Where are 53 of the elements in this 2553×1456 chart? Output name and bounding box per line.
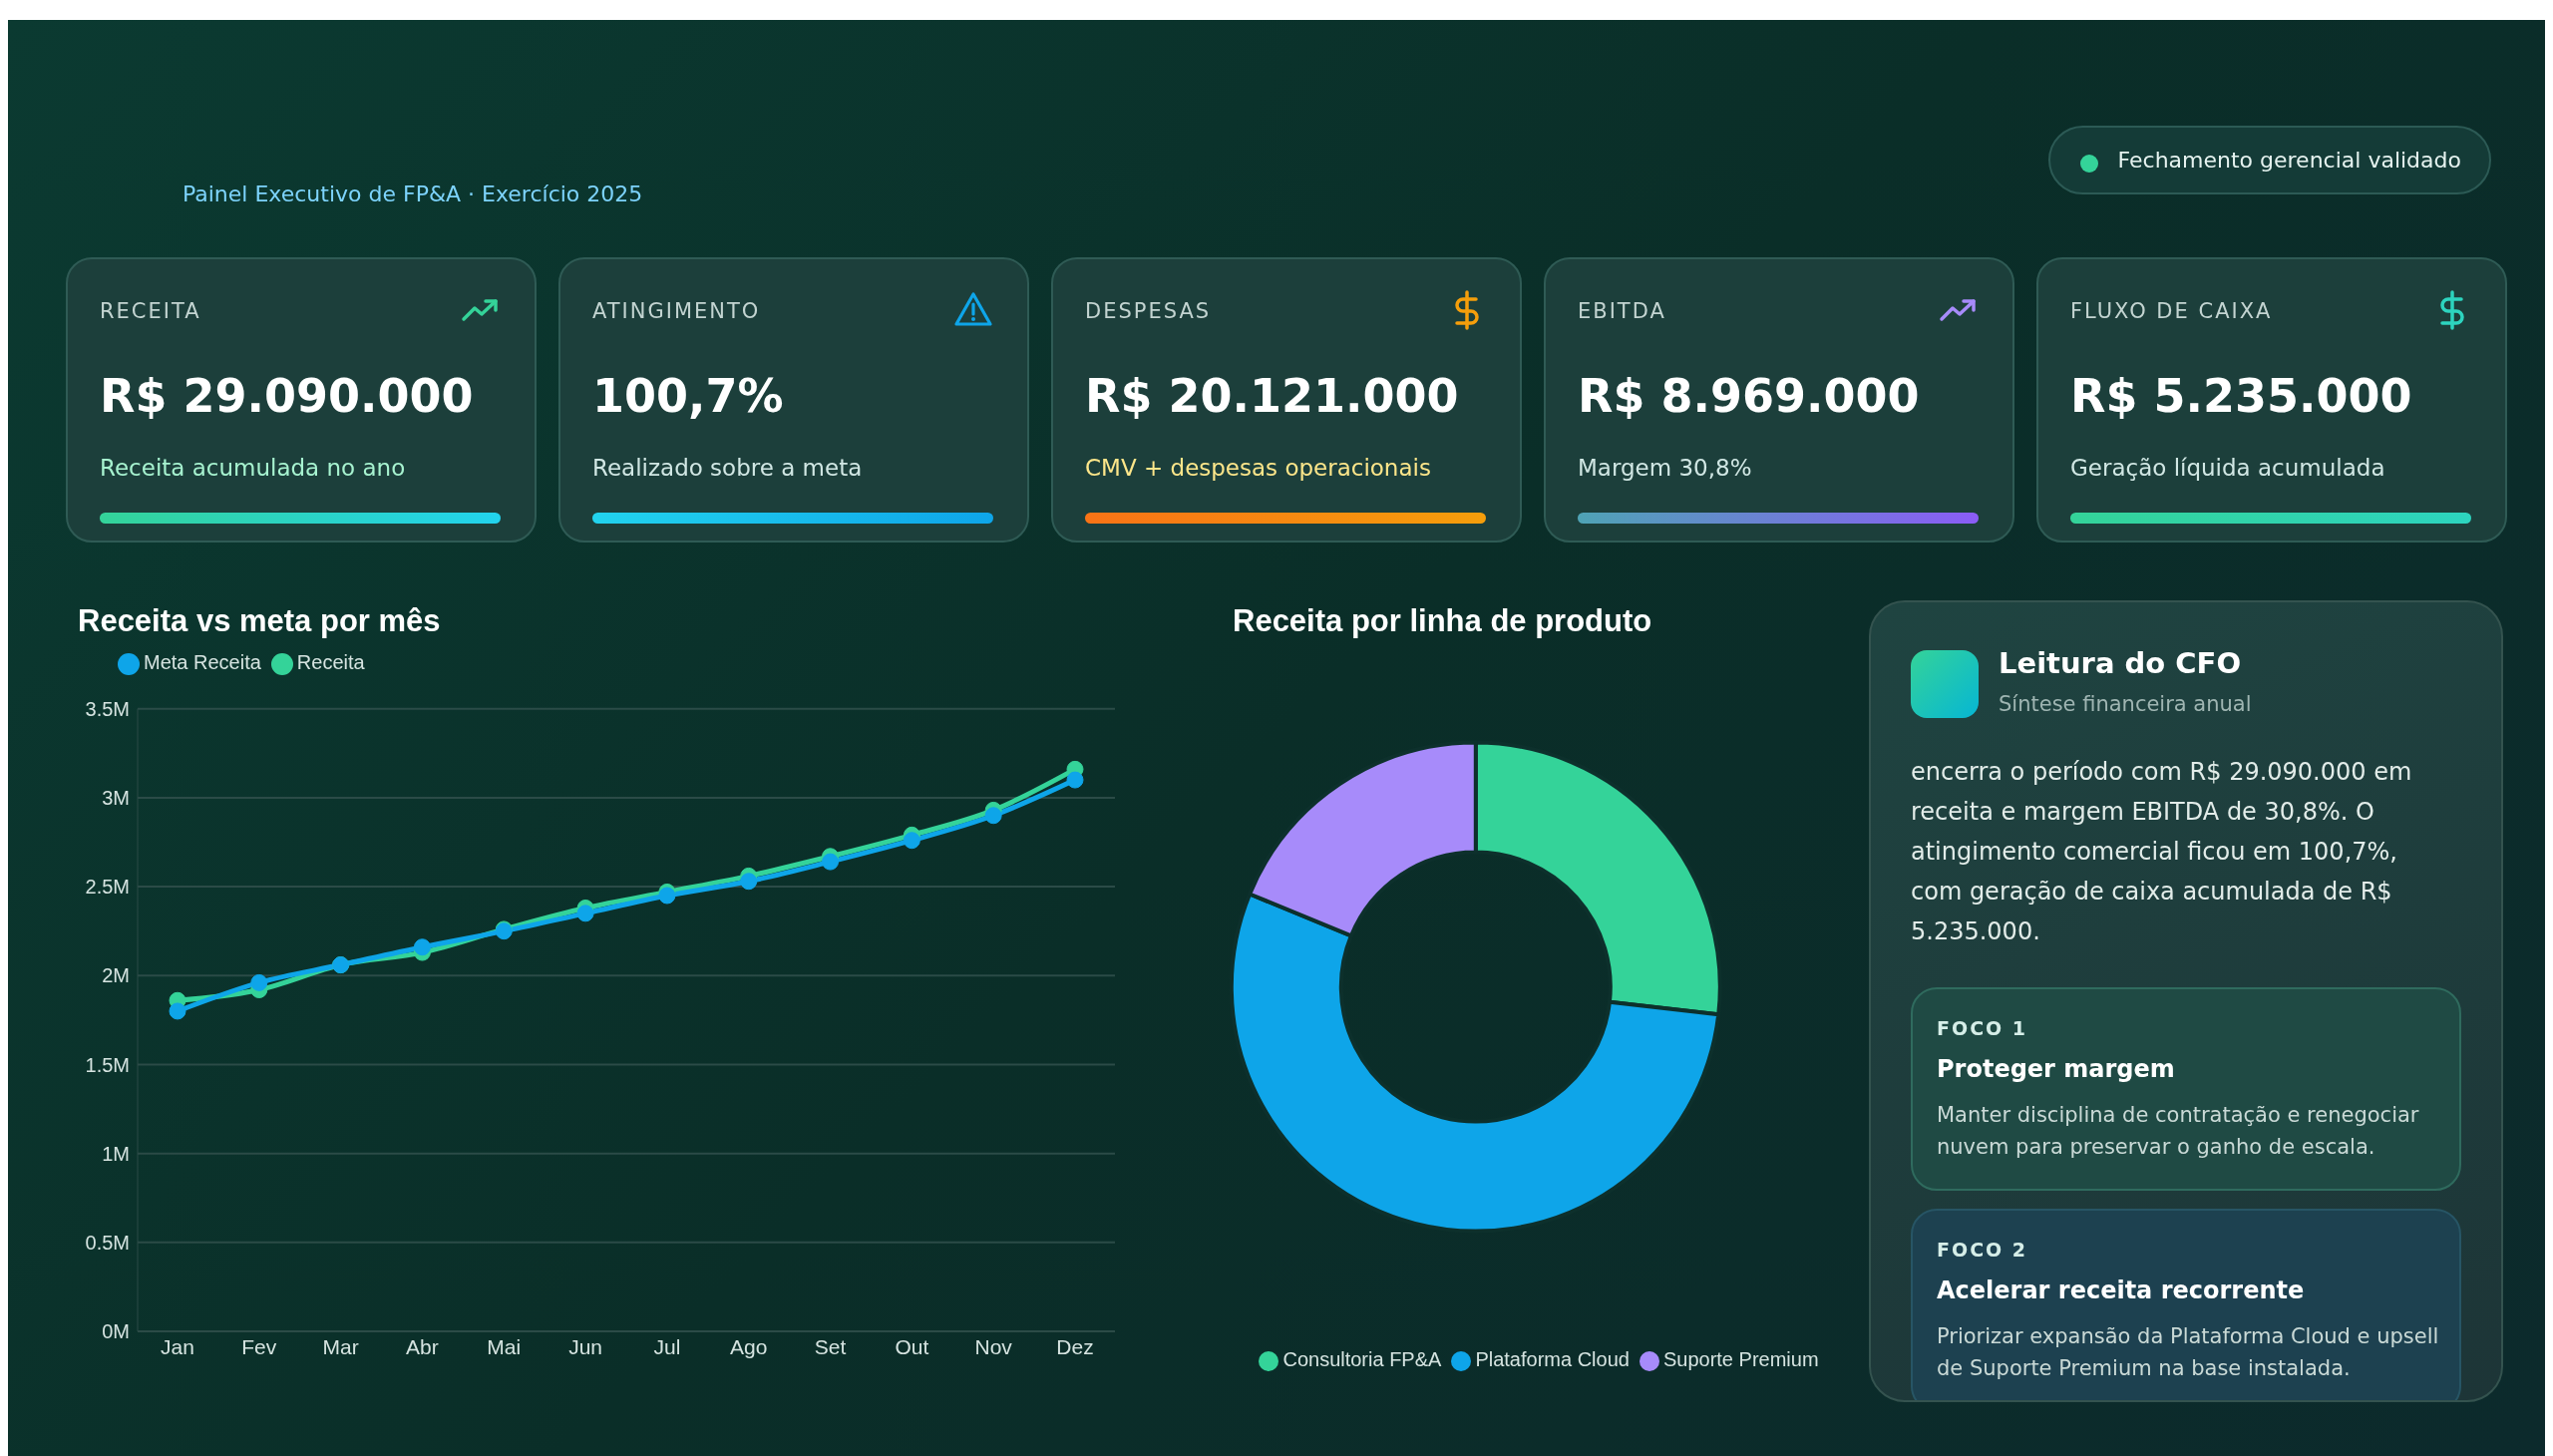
y-tick-label: 0.5M [85,1231,130,1254]
x-tick-label: Jul [653,1334,681,1358]
y-tick-label: 3M [102,787,130,809]
y-tick-label: 3.5M [85,697,130,720]
text: FOCO 2 [1937,1239,2028,1261]
legend-label: Receita [296,651,365,673]
text: Receita acumulada no ano [100,455,406,481]
text: FOCO 1 [1937,1017,2028,1039]
x-tick-label: Fev [241,1334,277,1358]
x-tick-label: Ago [730,1334,768,1358]
x-tick-label: Mar [322,1334,359,1358]
text: DESPESAS [1085,299,1212,323]
legend-label: Meta Receita [144,651,261,673]
x-tick-label: Dez [1056,1334,1094,1358]
legend-label: Consultoria FP&A [1282,1348,1442,1370]
text: R$ 8.969.000 [1578,369,1920,423]
text: Priorizar expansão da Plataforma Cloud e upsell de Suporte Premium na base instalada. [1937,1323,2440,1382]
text: 100,7% [592,369,784,423]
x-tick-label: Set [814,1334,847,1358]
legend-label: Plataforma Cloud [1475,1348,1630,1370]
text: RECEITA [100,299,201,323]
text: R$ 29.090.000 [100,369,474,423]
text: Leitura do CFO [1999,646,2242,680]
x-tick-label: Nov [974,1334,1013,1358]
y-tick-label: 1.5M [85,1053,130,1076]
text: R$ 5.235.000 [2070,369,2412,423]
text: Realizado sobre a meta [592,455,863,481]
text: Fechamento gerencial validado [2047,126,2491,194]
x-tick-label: Mai [487,1334,522,1358]
text: Margem 30,8% [1578,455,1752,481]
x-tick-label: Jan [161,1334,194,1358]
x-tick-label: Out [895,1334,929,1358]
text: Proteger margem [1937,1055,2175,1083]
text: EBITDA [1578,299,1666,323]
text: encerra o período com R$ 29.090.000 em receita e margem EBITDA de 30,8%. O atingimento comercial ficou em 100,7%, com geração de caixa acumulada de R$ 5.235.000. [1911,757,2413,947]
text: Painel Executivo de FP&A · Exercício 2025 [182,182,643,206]
text: FLUXO DE CAIXA [2070,299,2273,323]
x-tick-label: Abr [406,1334,439,1358]
text: ATINGIMENTO [592,299,761,323]
y-tick-label: 1M [102,1142,130,1165]
x-tick-label: Jun [568,1334,603,1358]
y-tick-label: 2.5M [85,876,130,899]
chart-title: Receita por linha de produto [1233,603,1652,639]
legend-label: Suporte Premium [1662,1348,1819,1370]
text: CMV + despesas operacionais [1085,455,1431,481]
text: Manter disciplina de contratação e renegociar nuvem para preservar o ganho de escala. [1937,1102,2420,1161]
text: Síntese financeira anual [1999,692,2252,716]
text: Geração líquida acumulada [2070,455,2385,481]
y-tick-label: 2M [102,964,130,987]
y-tick-label: 0M [102,1320,130,1343]
text: R$ 20.121.000 [1085,369,1459,423]
chart-title: Receita vs meta por mês [78,603,441,639]
text: Acelerar receita recorrente [1937,1276,2305,1304]
